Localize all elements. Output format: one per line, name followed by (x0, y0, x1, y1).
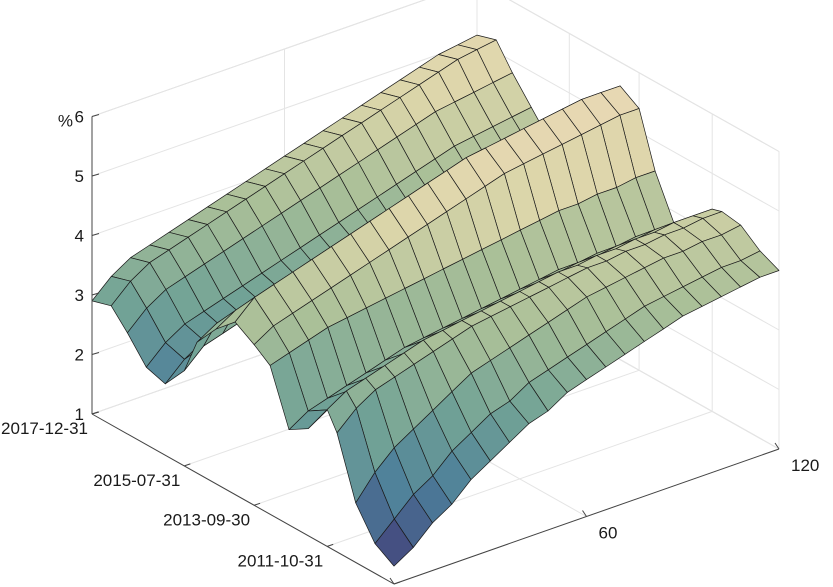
maturity-tick-mark-0 (389, 577, 395, 585)
z-tick-label-4: 4 (75, 227, 84, 246)
date-tick-label-2011-10-31: 2011-10-31 (237, 551, 323, 570)
surface-mesh (91, 34, 780, 567)
date-tick-mark-2013-09-30 (253, 502, 261, 506)
maturity-tick-label-120: 120 (791, 456, 819, 475)
date-axis-line (91, 413, 395, 585)
date-tick-mark-2010-01-29 (393, 581, 401, 585)
surface-cell-0-0 (374, 518, 414, 567)
z-tick-label-1: 1 (75, 405, 84, 424)
z-axis-label: % (58, 112, 73, 131)
z-tick-mark-6 (91, 114, 100, 117)
maturity-tick-mark-120 (774, 442, 780, 450)
date-tick-label-2015-07-31: 2015-07-31 (93, 471, 180, 490)
z-tick-mark-5 (91, 173, 100, 177)
z-tick-label-6: 6 (75, 108, 84, 127)
z-tick-mark-3 (91, 292, 100, 296)
date-tick-mark-2011-10-31 (327, 543, 334, 547)
date-tick-label-2017-12-31: 2017-12-31 (1, 419, 88, 438)
z-tick-label-5: 5 (75, 167, 84, 186)
maturity-tick-label-60: 60 (599, 524, 618, 543)
maturity-tick-mark-60 (582, 510, 587, 517)
date-tick-mark-2017-12-31 (91, 411, 99, 415)
date-tick-mark-2015-07-31 (184, 463, 191, 467)
z-tick-label-2: 2 (75, 346, 84, 365)
z-tick-mark-4 (91, 233, 100, 236)
date-tick-label-2013-09-30: 2013-09-30 (163, 510, 250, 529)
z-tick-mark-2 (91, 352, 100, 355)
tick-labels: 1 2 3 4 5 6% 2017-12-31 2015-07-31 2013-09-30 201… (1, 108, 819, 571)
grid-z-right-6 (508, 0, 780, 152)
z-tick-label-3: 3 (75, 286, 84, 305)
axis-lines (91, 114, 780, 585)
